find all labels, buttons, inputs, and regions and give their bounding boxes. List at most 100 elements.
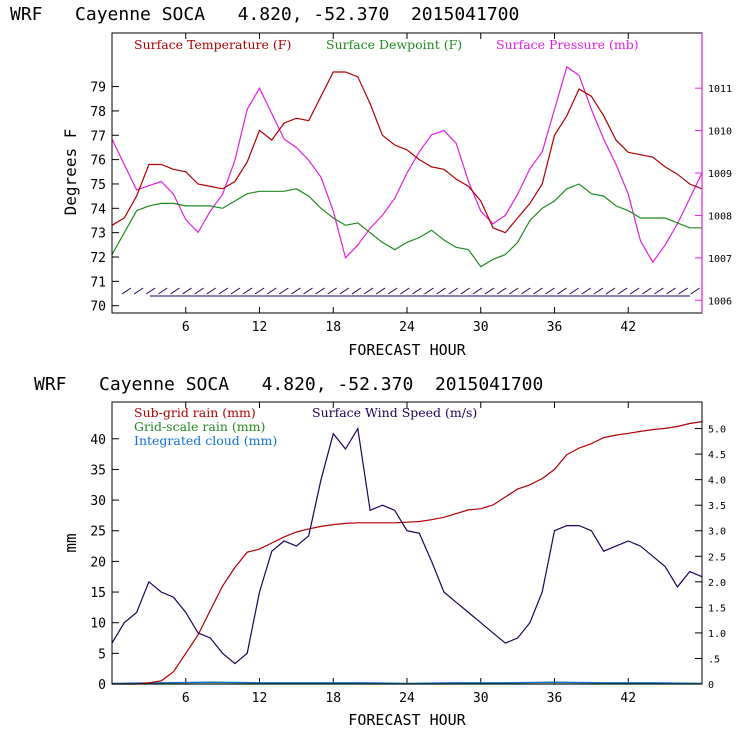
wind-barb [436, 287, 446, 295]
wind-barb [133, 287, 144, 295]
legend-integrated-cloud: Integrated cloud (mm) [134, 433, 277, 448]
bottom-x-ticks: 6 12 18 24 30 36 42 [182, 402, 636, 706]
bottom-plot-frame [111, 401, 703, 685]
top-x-axis-label: FORECAST HOUR [348, 341, 466, 359]
y-tick-label: 78 [90, 105, 106, 120]
y-tick-label: 5 [98, 647, 106, 662]
wind-barb [557, 287, 567, 295]
sub-grid-rain-line [112, 421, 703, 685]
surface-wind-speed-line [111, 426, 703, 665]
y-tick-label: 70 [90, 300, 106, 315]
y-tick-label: 75 [90, 178, 106, 193]
wind-barb [194, 287, 204, 295]
wind-barb [569, 287, 579, 295]
y2-tick-label: .5 [708, 654, 720, 665]
wind-barb [351, 287, 362, 295]
x-tick-label: 24 [399, 320, 415, 335]
y2-tick-label: 1006 [708, 296, 732, 307]
wind-barb [545, 287, 555, 295]
wind-barb [472, 287, 483, 295]
y2-tick-label: 1009 [708, 169, 732, 180]
x-tick-label: 36 [547, 320, 563, 335]
x-tick-label: 18 [325, 691, 341, 706]
wind-barb [303, 287, 313, 295]
legend-surface-wind-speed: Surface Wind Speed (m/s) [312, 405, 477, 420]
precipitation-panel: WRF Cayenne SOCA 4.820, -52.370 20150417… [34, 374, 726, 729]
x-tick-label: 6 [182, 691, 190, 706]
wind-barb [617, 287, 628, 295]
wind-barb [158, 287, 168, 295]
wind-barb [581, 287, 592, 295]
wind-barb [206, 287, 216, 295]
wind-barb [496, 287, 507, 295]
y2-tick-label: 1008 [708, 211, 732, 222]
wind-barb [654, 287, 664, 295]
wind-barb [375, 287, 386, 295]
bottom-y-axis-label: mm [61, 533, 80, 552]
wind-barb [182, 287, 192, 295]
y-tick-label: 72 [90, 251, 106, 266]
wind-barb [387, 287, 398, 295]
y2-tick-label: 2.5 [708, 552, 726, 563]
y2-tick-label: 5.0 [708, 425, 726, 436]
y2-tick-label: 1011 [708, 84, 732, 95]
x-tick-label: 30 [473, 320, 489, 335]
wind-barb [605, 287, 616, 295]
x-tick-label: 24 [399, 691, 415, 706]
wind-barb [629, 287, 640, 295]
x-tick-label: 6 [182, 320, 190, 335]
y-tick-label: 15 [90, 586, 106, 601]
wind-barb [254, 287, 265, 295]
wind-barb [412, 287, 422, 295]
y2-tick-label: 3.5 [708, 501, 726, 512]
legend-surface-dewpoint: Surface Dewpoint (F) [326, 37, 462, 52]
y2-tick-label: 0 [708, 680, 714, 691]
bottom-x-axis-label: FORECAST HOUR [348, 711, 466, 729]
x-tick-label: 12 [252, 691, 268, 706]
bottom-y-ticks: 0 5 10 15 20 25 30 35 40 [90, 433, 119, 693]
wind-barb [521, 287, 531, 295]
y-tick-label: 73 [90, 227, 106, 242]
top-y2-ticks: 1006 1007 1008 1009 1010 1011 [695, 84, 732, 307]
y-tick-label: 79 [90, 81, 106, 96]
wind-barb [266, 287, 277, 295]
wind-barb [315, 287, 325, 295]
wind-barb [533, 287, 543, 295]
y-tick-label: 74 [90, 202, 106, 217]
x-tick-label: 42 [620, 320, 636, 335]
surface-pressure-line [111, 65, 703, 264]
wind-barb [424, 287, 434, 295]
wind-barb [145, 287, 156, 295]
wind-barb [170, 287, 180, 295]
wind-barb [666, 287, 676, 295]
wind-barb [690, 287, 700, 295]
surface-dewpoint-line [111, 183, 702, 268]
legend-sub-grid-rain: Sub-grid rain (mm) [134, 405, 256, 420]
wind-barbs [121, 287, 700, 297]
wind-barb [279, 287, 289, 295]
y2-tick-label: 1.5 [708, 603, 726, 614]
wind-barb [230, 287, 241, 295]
wind-barb [363, 287, 374, 295]
y-tick-label: 35 [90, 463, 106, 478]
legend-surface-temperature: Surface Temperature (F) [134, 37, 291, 52]
y-tick-label: 77 [90, 129, 106, 144]
y-tick-label: 25 [90, 525, 106, 540]
y2-tick-label: 1007 [708, 254, 732, 265]
wind-barb [678, 287, 688, 295]
x-tick-label: 30 [473, 691, 489, 706]
legend-grid-scale-rain: Grid-scale rain (mm) [134, 419, 265, 434]
y-tick-label: 10 [90, 617, 106, 632]
wind-barb [121, 287, 132, 295]
wind-barb [484, 287, 495, 295]
wind-barb [242, 287, 253, 295]
y-tick-label: 71 [90, 275, 106, 290]
x-tick-label: 36 [547, 691, 563, 706]
y2-tick-label: 1.0 [708, 629, 726, 640]
y2-tick-label: 1010 [708, 127, 732, 138]
y-tick-label: 0 [98, 678, 106, 693]
y2-tick-label: 2.0 [708, 578, 726, 589]
x-tick-label: 12 [252, 320, 268, 335]
wind-barb [327, 287, 337, 295]
